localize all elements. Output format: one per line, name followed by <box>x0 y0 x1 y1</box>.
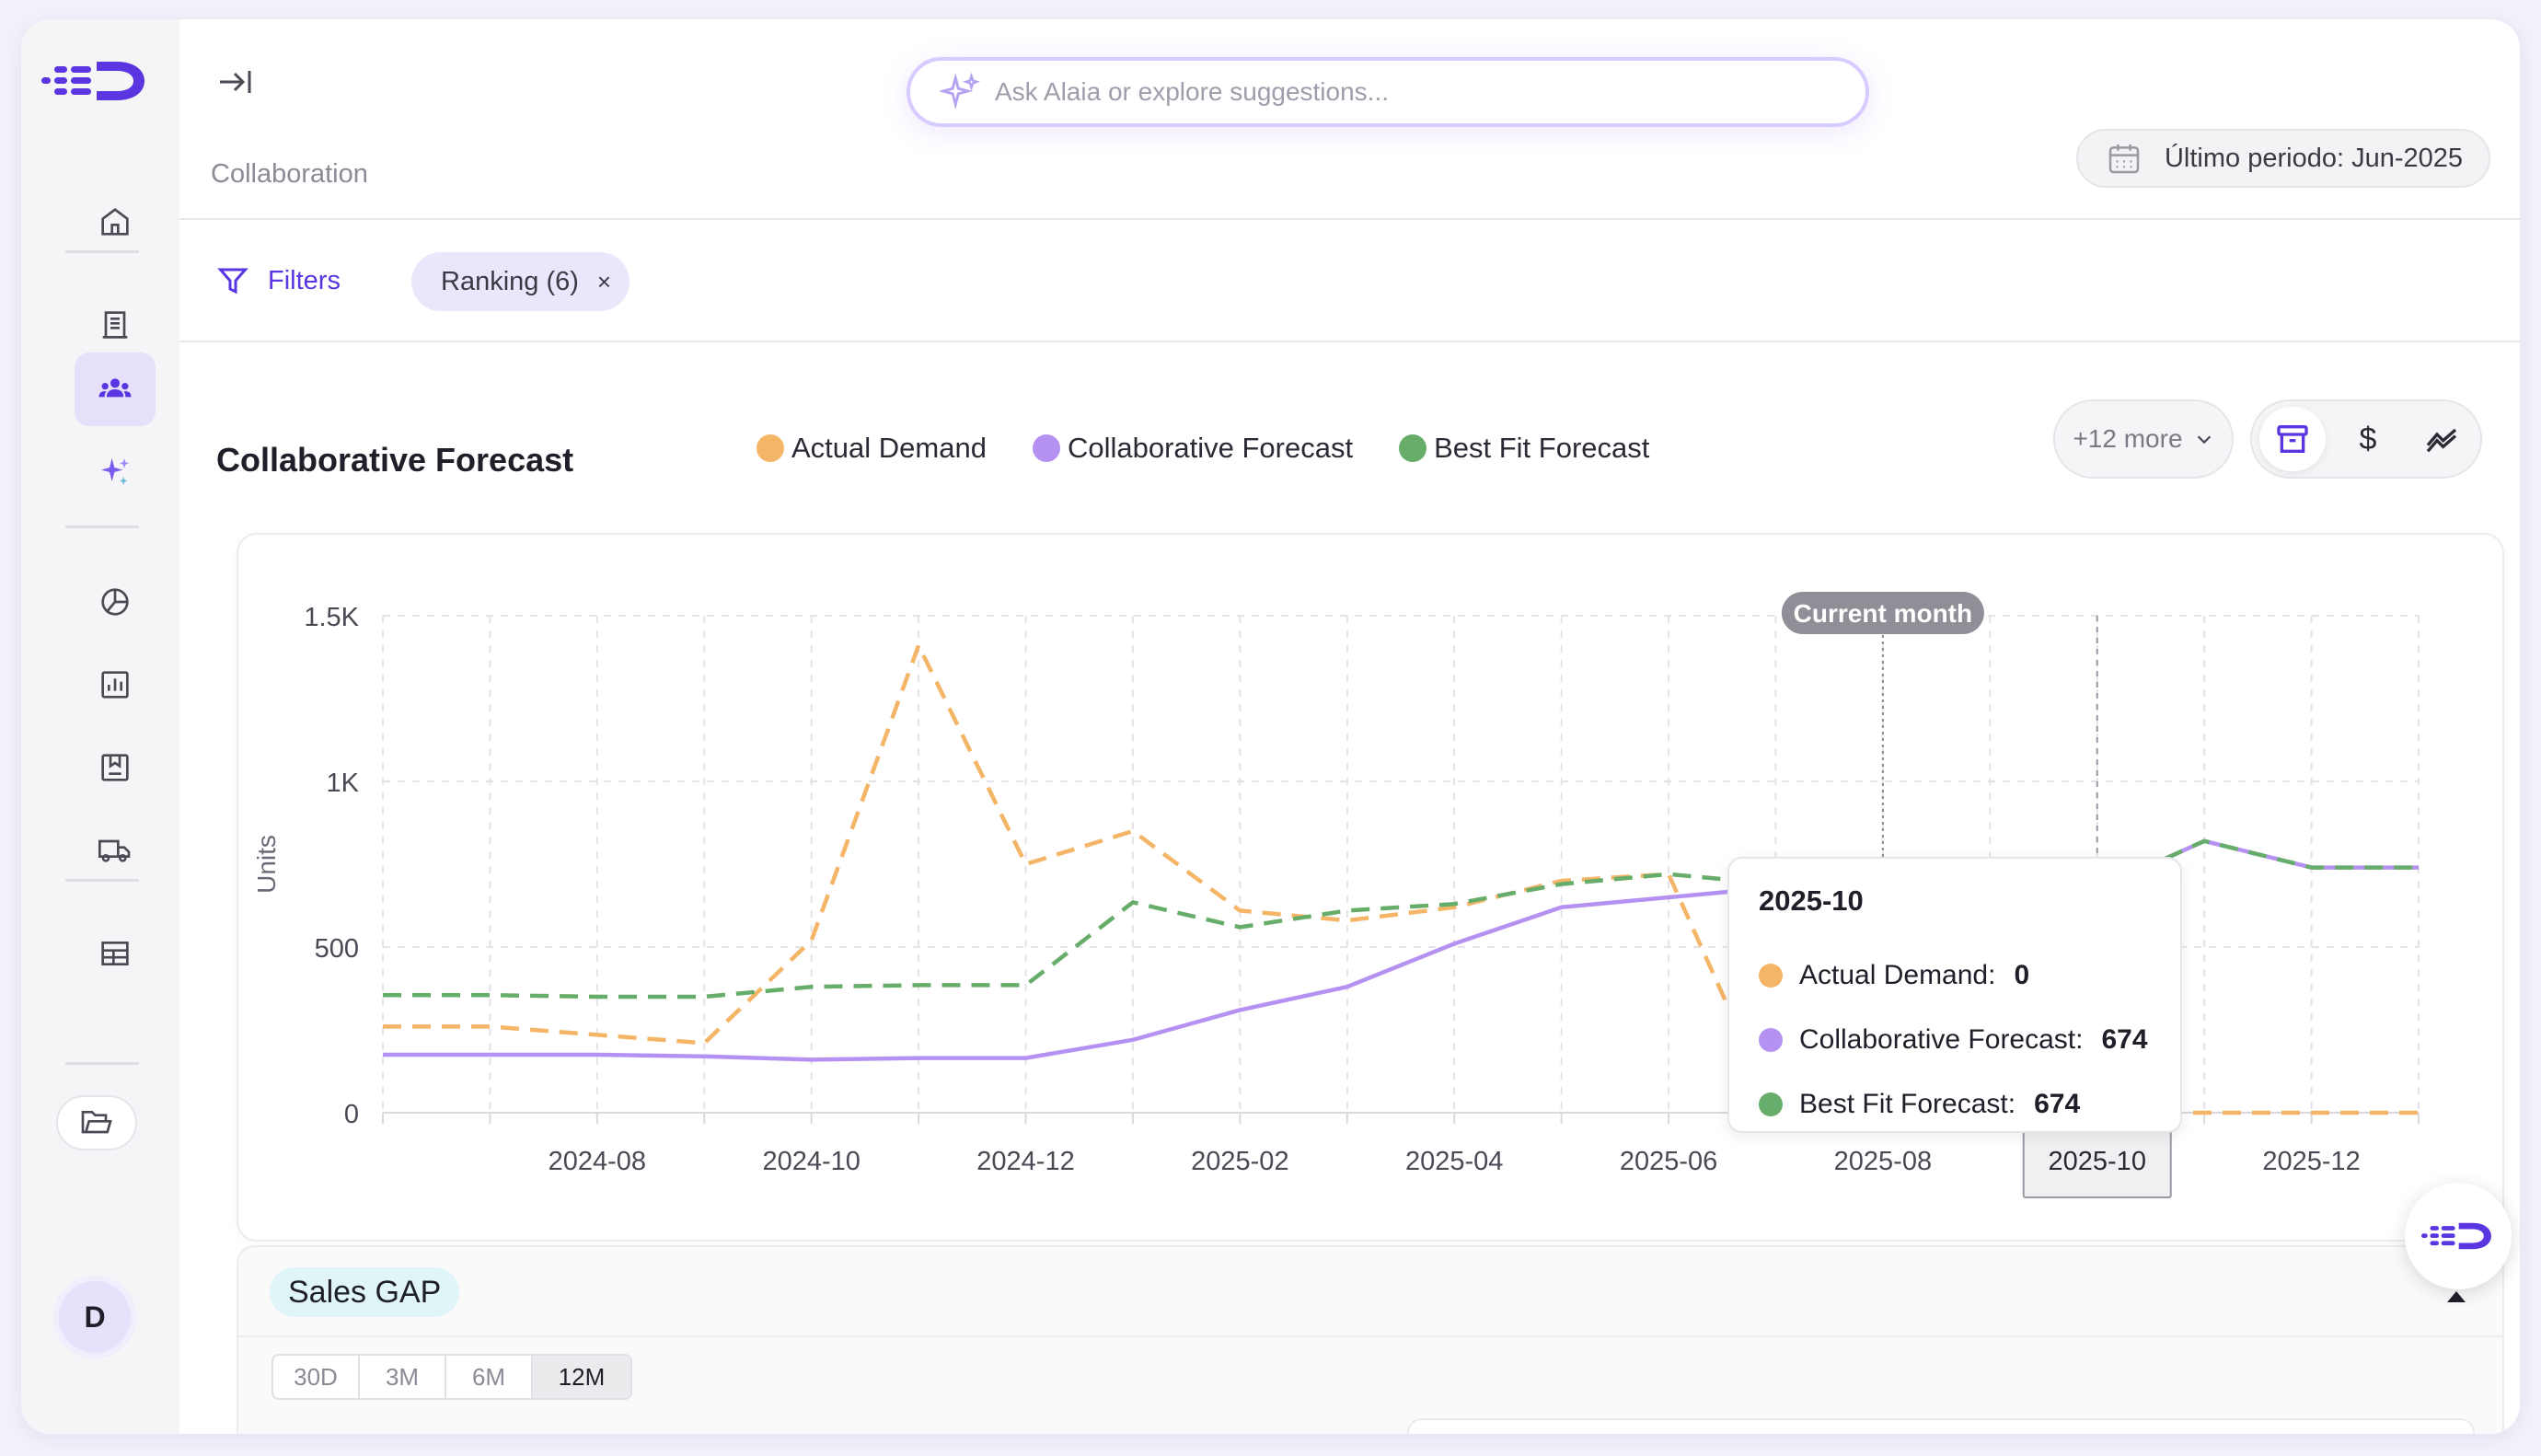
user-initial: D <box>84 1300 106 1334</box>
period-label: Último periodo: Jun-2025 <box>2164 143 2463 173</box>
tooltip-row-actual-demand: Actual Demand: 0 <box>1759 943 2151 1008</box>
y-tick-label: 1.5K <box>304 603 359 632</box>
range-6m[interactable]: 6M <box>446 1356 533 1398</box>
collapse-caret-icon[interactable] <box>2447 1291 2466 1302</box>
app-window: D Ask Alaia or explore suggestions... Co… <box>21 19 2520 1434</box>
filters-label: Filters <box>268 265 341 295</box>
user-avatar[interactable]: D <box>59 1281 131 1353</box>
legend-item-collaborative-forecast[interactable]: Collaborative Forecast <box>1032 432 1353 465</box>
users-icon <box>98 378 132 398</box>
filter-icon <box>217 268 248 295</box>
sales-gap-panel: Sales GAP 30D 3M 6M 12M <box>237 1245 2504 1434</box>
box-icon <box>101 754 129 781</box>
sales-gap-header[interactable]: Sales GAP <box>238 1247 2502 1337</box>
sidebar: D <box>21 19 179 1434</box>
period-selector[interactable]: Último periodo: Jun-2025 <box>2075 129 2490 188</box>
sales-gap-title: Sales GAP <box>270 1267 460 1317</box>
tooltip-title: 2025-10 <box>1759 884 1864 917</box>
nav-logistics[interactable] <box>75 814 156 887</box>
collapse-sidebar-icon[interactable] <box>216 64 257 100</box>
nav-inventory[interactable] <box>75 731 156 804</box>
bar-chart-icon <box>101 671 129 699</box>
series-line-best-fit-forecast[interactable] <box>383 838 2419 1000</box>
chip-label: Ranking (6) <box>441 266 579 296</box>
chart-tooltip: 2025-10 Actual Demand: 0 Collaborative Fo… <box>1727 857 2182 1133</box>
y-tick-label: 0 <box>344 1100 359 1129</box>
chart-title: Collaborative Forecast <box>216 441 574 479</box>
y-tick-label: 500 <box>315 934 359 964</box>
brand-logo[interactable] <box>41 58 150 104</box>
range-selector: 30D 3M 6M 12M <box>271 1354 632 1400</box>
calendar-icon <box>2108 144 2140 174</box>
more-series-dropdown[interactable]: +12 more <box>2053 399 2234 479</box>
document-icon <box>102 311 128 339</box>
nav-collaboration[interactable] <box>75 352 156 426</box>
sales-gap-summary-card <box>1407 1418 2475 1434</box>
tooltip-row-best-fit-forecast: Best Fit Forecast: 674 <box>1759 1072 2151 1137</box>
units-view-button[interactable] <box>2259 407 2326 471</box>
nav-table[interactable] <box>75 917 156 990</box>
nav-reports[interactable] <box>75 648 156 722</box>
range-3m[interactable]: 3M <box>360 1356 446 1398</box>
y-tick-label: 1K <box>327 768 360 798</box>
table-icon <box>101 942 129 965</box>
x-tick-label: 2025-12 <box>2262 1147 2360 1176</box>
sparkles-icon <box>940 72 981 110</box>
nav-home[interactable] <box>75 185 156 259</box>
range-30d[interactable]: 30D <box>273 1356 360 1398</box>
view-mode-toggle: $ <box>2250 399 2482 479</box>
forecast-chart-card: 0 500 1K 1.5K 2024-08 2024-10 2024-12 2025-02 20… <box>237 533 2504 1242</box>
breadcrumb[interactable]: Collaboration <box>211 159 368 189</box>
brand-logo-icon <box>2421 1222 2491 1250</box>
nav-documents[interactable] <box>75 288 156 362</box>
folder-icon <box>81 1111 112 1134</box>
chevron-down-icon <box>2197 435 2211 445</box>
nav-analytics[interactable] <box>75 565 156 639</box>
ranking-filter-chip[interactable]: Ranking (6) × <box>411 252 630 311</box>
archive-icon <box>2277 425 2308 453</box>
folder-button[interactable] <box>56 1095 137 1150</box>
nav-ai[interactable] <box>75 435 156 509</box>
x-tick-label: 2025-08 <box>1834 1147 1932 1176</box>
current-month-label: Current month <box>1794 599 1972 628</box>
x-tick-label: 2025-06 <box>1620 1147 1717 1176</box>
assistant-fab[interactable] <box>2405 1183 2512 1289</box>
current-month-badge <box>1781 592 1984 634</box>
search-input[interactable]: Ask Alaia or explore suggestions... <box>995 77 1390 106</box>
home-icon <box>101 208 129 236</box>
trend-view-button[interactable] <box>2408 407 2475 471</box>
legend-item-best-fit-forecast[interactable]: Best Fit Forecast <box>1399 432 1649 465</box>
dollar-icon: $ <box>2359 421 2377 456</box>
pie-chart-icon <box>101 588 129 616</box>
main-content: Ask Alaia or explore suggestions... Coll… <box>179 19 2520 1434</box>
x-tick-label: 2024-08 <box>549 1147 646 1176</box>
y-axis-label: Units <box>252 835 281 894</box>
filters-button[interactable]: Filters <box>216 264 341 297</box>
close-icon[interactable]: × <box>596 267 612 295</box>
x-tick-label: 2024-12 <box>976 1147 1074 1176</box>
currency-view-button[interactable]: $ <box>2335 407 2401 471</box>
x-hover-label: 2025-10 <box>2049 1147 2146 1176</box>
trend-icon <box>2426 428 2457 453</box>
truck-icon <box>98 839 131 862</box>
tooltip-row-collaborative-forecast: Collaborative Forecast: 674 <box>1759 1008 2151 1072</box>
x-tick-label: 2024-10 <box>762 1147 860 1176</box>
x-tick-label: 2025-02 <box>1191 1147 1288 1176</box>
x-tick-label: 2025-04 <box>1405 1147 1503 1176</box>
chart-legend: Actual Demand Collaborative Forecast Bes… <box>757 432 1695 465</box>
legend-item-actual-demand[interactable]: Actual Demand <box>757 432 987 465</box>
range-12m[interactable]: 12M <box>533 1356 630 1398</box>
search-bar[interactable]: Ask Alaia or explore suggestions... <box>907 57 1869 127</box>
sparkles-icon <box>101 458 129 486</box>
